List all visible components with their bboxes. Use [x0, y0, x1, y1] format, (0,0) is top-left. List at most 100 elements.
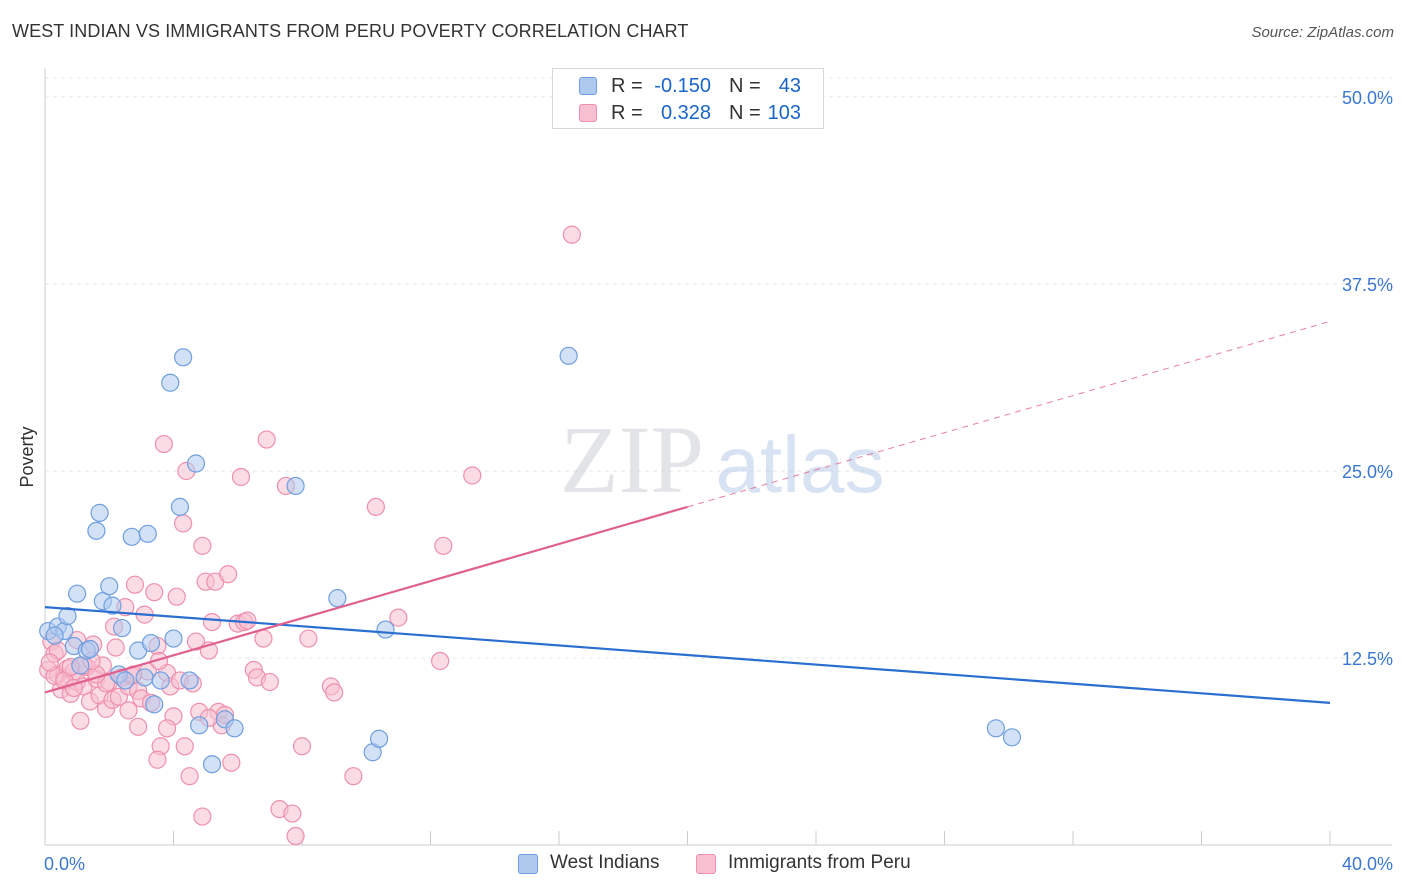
west-indians-point [112, 618, 132, 638]
peru-point [129, 717, 148, 736]
west-indians-point [180, 671, 199, 690]
west-indians-point [68, 584, 87, 603]
series-west-indians [39, 346, 1022, 774]
peru-point [292, 737, 312, 756]
peru-point [238, 611, 257, 630]
west-indians-point [1002, 728, 1022, 747]
west-indians-point [186, 454, 206, 473]
trend-lines [44, 320, 1331, 704]
peru-point [157, 719, 177, 738]
watermark-zip: ZIP [560, 406, 704, 513]
watermark-atlas: atlas [716, 420, 885, 509]
peru-point [167, 587, 186, 606]
peru-point [119, 701, 138, 720]
west-indians-point [100, 577, 119, 596]
west-indians-point [376, 620, 395, 639]
legend-r-label: R = [611, 75, 643, 97]
x-tick-label-left: 0.0% [44, 854, 85, 874]
legend-swatch-immigrants-from-peru [579, 104, 597, 122]
legend-swatch-immigrants-from-peru [696, 854, 716, 874]
peru-point [193, 807, 212, 826]
west-indians-point [190, 716, 209, 735]
peru-point [202, 612, 222, 632]
legend-n-value: 103 [767, 102, 801, 124]
peru-point [175, 737, 194, 756]
y-tick-label: 25.0% [1342, 462, 1393, 482]
west-indians-point [170, 497, 190, 517]
source-label: Source: ZipAtlas.com [1251, 24, 1394, 41]
west-indians-point [286, 476, 305, 496]
peru-point [463, 466, 482, 485]
peru-point [231, 467, 251, 487]
west-indians-point [90, 503, 109, 522]
peru-point [366, 497, 385, 517]
peru-point [186, 632, 206, 651]
peru-point [145, 583, 164, 602]
axes [44, 68, 1392, 846]
peru-point [222, 753, 241, 772]
west-indians-point [45, 626, 64, 645]
west-indians-point [116, 671, 135, 690]
west-indians-point [202, 755, 222, 774]
trend-line-west-indians [44, 606, 1331, 704]
correlation-legend: R = -0.150 N = 43 R = 0.328 N = 103 [552, 68, 824, 129]
west-indians-point [164, 629, 183, 648]
peru-point [254, 629, 273, 648]
west-indians-point [58, 607, 77, 626]
west-indians-point [151, 671, 170, 690]
peru-point [283, 804, 302, 823]
peru-point [219, 565, 238, 584]
peru-point [180, 767, 199, 786]
gridlines [45, 77, 1392, 659]
west-indians-point [80, 639, 100, 659]
legend-n-label: N = [729, 75, 761, 97]
legend-r-label: R = [611, 102, 643, 124]
peru-point [260, 672, 279, 692]
west-indians-point [71, 656, 90, 675]
chart-title: WEST INDIAN VS IMMIGRANTS FROM PERU POVE… [12, 21, 689, 41]
legend-r-value: 0.328 [660, 102, 711, 124]
peru-point [40, 653, 59, 672]
west-indians-point [103, 596, 122, 615]
legend-row-immigrants-from-peru: R = 0.328 N = 103 [553, 100, 825, 126]
series-immigrants-from-peru [39, 225, 581, 846]
peru-point [154, 434, 173, 454]
peru-point [389, 608, 408, 627]
west-indians-point [87, 521, 106, 540]
west-indians-point [225, 719, 244, 738]
legend-row-west-indians: R = -0.150 N = 43 [553, 73, 825, 99]
west-indians-point [370, 729, 389, 748]
tick-labels: 12.5% 25.0% 37.5% 50.0% 0.0% 40.0% [44, 88, 1393, 874]
west-indians-point [141, 633, 161, 653]
peru-point [344, 767, 363, 786]
y-axis-label: Poverty [17, 426, 37, 487]
peru-point [286, 826, 305, 846]
legend-n-label: N = [729, 102, 761, 124]
west-indians-point [328, 589, 347, 608]
peru-point [193, 536, 212, 555]
trend-line-peru-dashed [687, 320, 1331, 508]
west-indians-point [161, 373, 180, 392]
y-tick-label: 37.5% [1342, 275, 1393, 295]
peru-point [299, 629, 318, 648]
legend-swatch-west-indians [518, 854, 538, 874]
peru-point [434, 536, 453, 555]
peru-point [325, 683, 344, 702]
legend-label-west-indians: West Indians [550, 852, 660, 873]
legend-label-immigrants-from-peru: Immigrants from Peru [728, 852, 911, 873]
legend-n-value: 43 [778, 75, 801, 97]
peru-point [148, 750, 167, 769]
peru-point [257, 430, 276, 449]
peru-point [125, 575, 145, 594]
west-indians-point [135, 668, 154, 687]
peru-point [431, 651, 450, 671]
west-indians-point [174, 348, 193, 367]
legend-r-value: -0.150 [654, 75, 711, 97]
y-tick-label: 50.0% [1342, 88, 1393, 108]
y-tick-label: 12.5% [1342, 649, 1393, 669]
peru-point [174, 514, 193, 533]
west-indians-point [986, 719, 1006, 738]
west-indians-point [122, 527, 141, 546]
peru-point [71, 711, 90, 730]
